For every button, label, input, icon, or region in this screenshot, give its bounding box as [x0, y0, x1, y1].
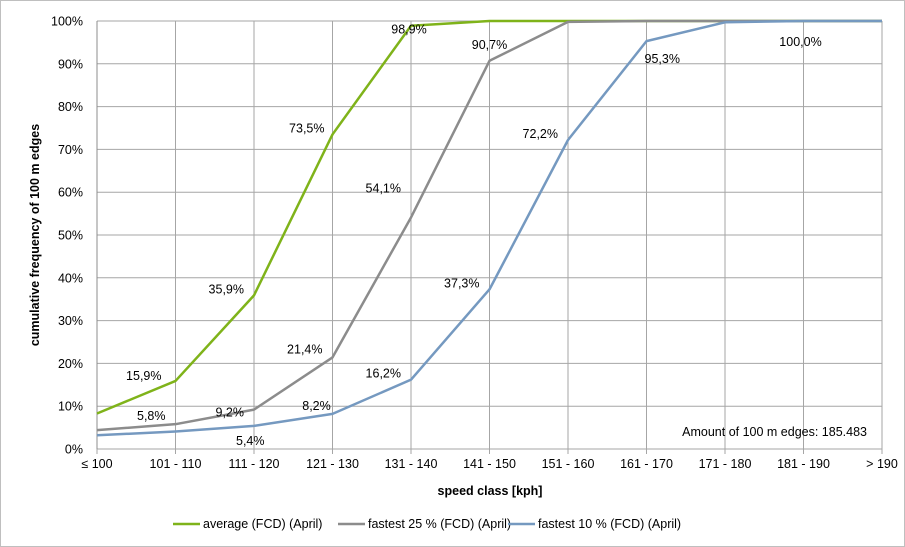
grid — [96, 20, 883, 454]
data-label: 9,2% — [216, 406, 245, 420]
y-tick-label: 0% — [65, 443, 83, 457]
x-tick-label: ≤ 100 — [81, 457, 112, 471]
y-tick-label: 70% — [58, 143, 83, 157]
data-label: 5,8% — [137, 409, 166, 423]
x-tick-label: > 190 — [866, 457, 898, 471]
series-lines — [96, 19, 882, 437]
x-tick-label: 111 - 120 — [229, 457, 280, 471]
y-tick-label: 60% — [58, 186, 83, 200]
x-tick-label: 161 - 170 — [620, 457, 673, 471]
data-label: 90,7% — [472, 38, 507, 52]
data-label: 72,2% — [523, 127, 558, 141]
data-label: 95,3% — [645, 52, 680, 66]
data-label: 100,0% — [779, 35, 821, 49]
x-tick-label: 131 - 140 — [385, 457, 438, 471]
x-tick-label: 101 - 110 — [150, 457, 202, 471]
y-tick-label: 100% — [51, 15, 83, 29]
x-tick-label: 141 - 150 — [463, 457, 516, 471]
legend: average (FCD) (April) fastest 25 % (FCD) … — [173, 517, 681, 531]
x-tick-label: 171 - 180 — [699, 457, 752, 471]
legend-entry: average (FCD) (April) — [203, 517, 322, 531]
x-tick-label: 181 - 190 — [777, 457, 830, 471]
data-label: 98,9% — [391, 23, 426, 37]
data-label: 21,4% — [287, 342, 322, 356]
y-tick-label: 90% — [58, 57, 83, 71]
data-label: 5,4% — [236, 434, 265, 448]
edge-count-annotation: Amount of 100 m edges: 185.483 — [682, 425, 867, 439]
y-tick-label: 80% — [58, 100, 83, 114]
data-label: 16,2% — [366, 367, 401, 381]
y-axis-title: cumulative frequency of 100 m edges — [28, 124, 42, 346]
x-axis-ticks: ≤ 100 101 - 110 111 - 120 121 - 130 131 - 14… — [81, 457, 897, 471]
data-label: 8,2% — [302, 399, 331, 413]
data-label: 54,1% — [366, 181, 401, 195]
data-label: 35,9% — [209, 282, 244, 296]
y-axis-ticks: 0% 10% 20% 30% 40% 50% 60% 70% 80% 90% 100% — [51, 15, 83, 457]
legend-entry: fastest 25 % (FCD) (April) — [368, 517, 511, 531]
y-tick-label: 50% — [58, 229, 83, 243]
y-tick-label: 20% — [58, 357, 83, 371]
data-label: 15,9% — [126, 369, 161, 383]
x-axis-title: speed class [kph] — [438, 484, 543, 498]
data-label: 73,5% — [289, 121, 324, 135]
data-labels: 15,9% 35,9% 73,5% 98,9% 5,8% 9,2% 21,4% 54,1% 90… — [126, 23, 822, 448]
legend-entry: fastest 10 % (FCD) (April) — [538, 517, 681, 531]
y-tick-label: 30% — [58, 314, 83, 328]
x-tick-label: 151 - 160 — [542, 457, 595, 471]
y-tick-label: 40% — [58, 271, 83, 285]
y-tick-label: 10% — [58, 400, 83, 414]
series-line-3 — [96, 19, 882, 437]
x-tick-label: 121 - 130 — [306, 457, 359, 471]
data-label: 37,3% — [444, 276, 479, 290]
